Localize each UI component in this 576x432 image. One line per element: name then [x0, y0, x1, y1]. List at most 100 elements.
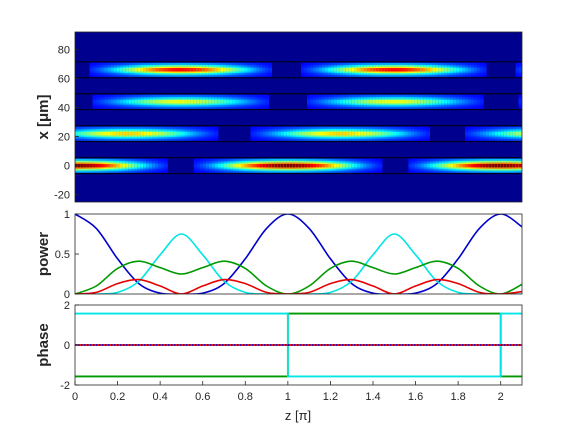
intensity-cell	[149, 163, 153, 168]
intensity-cell	[247, 99, 252, 104]
intensity-cell	[89, 68, 94, 72]
intensity-map-ytick-label: -20	[54, 190, 70, 202]
intensity-cell	[381, 68, 386, 72]
intensity-cell	[131, 99, 135, 104]
intensity-cell	[417, 68, 421, 72]
intensity-cell	[369, 131, 374, 136]
intensity-cell	[83, 131, 88, 136]
intensity-cell	[351, 68, 356, 72]
intensity-cell	[295, 163, 299, 168]
intensity-cell	[518, 131, 522, 136]
intensity-cell	[450, 163, 454, 168]
intensity-cell	[244, 163, 249, 168]
intensity-cell	[363, 131, 368, 136]
intensity-cell	[375, 68, 380, 72]
intensity-cell	[488, 131, 493, 136]
intensity-cell	[512, 163, 517, 168]
phase-xticks: 0 0.2 0.4 0.6 0.8 1 1.2 1.4 1.6 1.8 2	[72, 381, 504, 403]
intensity-cell	[414, 131, 418, 136]
intensity-cell	[307, 68, 311, 72]
intensity-cell	[378, 163, 383, 168]
intensity-cell	[241, 163, 246, 168]
intensity-cell	[444, 99, 448, 104]
intensity-cell	[342, 131, 347, 136]
intensity-cell	[474, 163, 478, 168]
intensity-cell	[128, 68, 132, 72]
intensity-cell	[438, 99, 442, 104]
intensity-cell	[104, 163, 109, 168]
intensity-cell	[387, 68, 392, 72]
intensity-cell	[190, 131, 195, 136]
intensity-cell	[235, 163, 240, 168]
intensity-cell	[423, 99, 427, 104]
intensity-cell	[187, 99, 192, 104]
intensity-cell	[325, 131, 329, 136]
intensity-cell	[378, 99, 383, 104]
intensity-cell	[134, 163, 138, 168]
intensity-cell	[229, 163, 234, 168]
intensity-cell	[214, 131, 219, 136]
intensity-cell	[265, 68, 269, 72]
intensity-cell	[107, 131, 112, 136]
intensity-cell	[152, 163, 156, 168]
intensity-cell	[155, 131, 159, 136]
intensity-cell	[256, 131, 261, 136]
intensity-cell	[485, 131, 490, 136]
intensity-cell	[98, 99, 103, 104]
intensity-cell	[146, 131, 150, 136]
intensity-cell	[316, 163, 320, 168]
intensity-cell	[450, 68, 454, 72]
intensity-cell	[465, 131, 469, 136]
intensity-cell	[506, 131, 511, 136]
intensity-cell	[471, 163, 475, 168]
intensity-cell	[173, 68, 177, 72]
intensity-cell	[205, 99, 210, 104]
intensity-cell	[405, 131, 410, 136]
intensity-cell	[310, 99, 314, 104]
intensity-cell	[316, 131, 320, 136]
intensity-cell	[104, 68, 109, 72]
phase-xtick-label: 0	[72, 391, 78, 403]
intensity-cell	[351, 163, 356, 168]
waveguide-boundaries	[75, 61, 522, 175]
intensity-cell	[357, 163, 362, 168]
intensity-cell	[253, 68, 258, 72]
phase-ytick-label: 0	[64, 340, 70, 352]
intensity-cell	[223, 163, 228, 168]
intensity-cell	[500, 163, 505, 168]
intensity-cell	[107, 163, 112, 168]
intensity-cell	[357, 99, 362, 104]
intensity-cell	[184, 68, 189, 72]
intensity-cell	[444, 68, 448, 72]
intensity-cell	[155, 68, 159, 72]
intensity-cell	[411, 99, 416, 104]
intensity-cell	[366, 68, 371, 72]
intensity-cell	[354, 68, 359, 72]
intensity-map-ytick-label: 80	[58, 44, 70, 56]
intensity-cell	[95, 163, 100, 168]
intensity-cell	[161, 68, 165, 72]
intensity-cell	[471, 131, 475, 136]
intensity-cell	[220, 163, 225, 168]
intensity-cell	[101, 163, 106, 168]
intensity-cell	[125, 68, 129, 72]
intensity-cell	[184, 131, 189, 136]
intensity-cell	[378, 68, 383, 72]
intensity-cell	[286, 163, 290, 168]
waveguide-0-intensity	[75, 158, 522, 173]
intensity-cell	[158, 163, 162, 168]
intensity-cell	[423, 163, 427, 168]
intensity-cell	[336, 163, 341, 168]
intensity-cell	[325, 68, 329, 72]
intensity-cell	[92, 68, 97, 72]
intensity-cell	[322, 131, 326, 136]
intensity-cell	[128, 99, 132, 104]
intensity-cell	[250, 68, 255, 72]
intensity-cell	[316, 68, 320, 72]
intensity-cell	[462, 163, 466, 168]
intensity-cell	[202, 99, 207, 104]
intensity-cell	[363, 99, 368, 104]
intensity-cell	[477, 131, 481, 136]
intensity-cell	[330, 131, 335, 136]
intensity-cell	[232, 68, 237, 72]
